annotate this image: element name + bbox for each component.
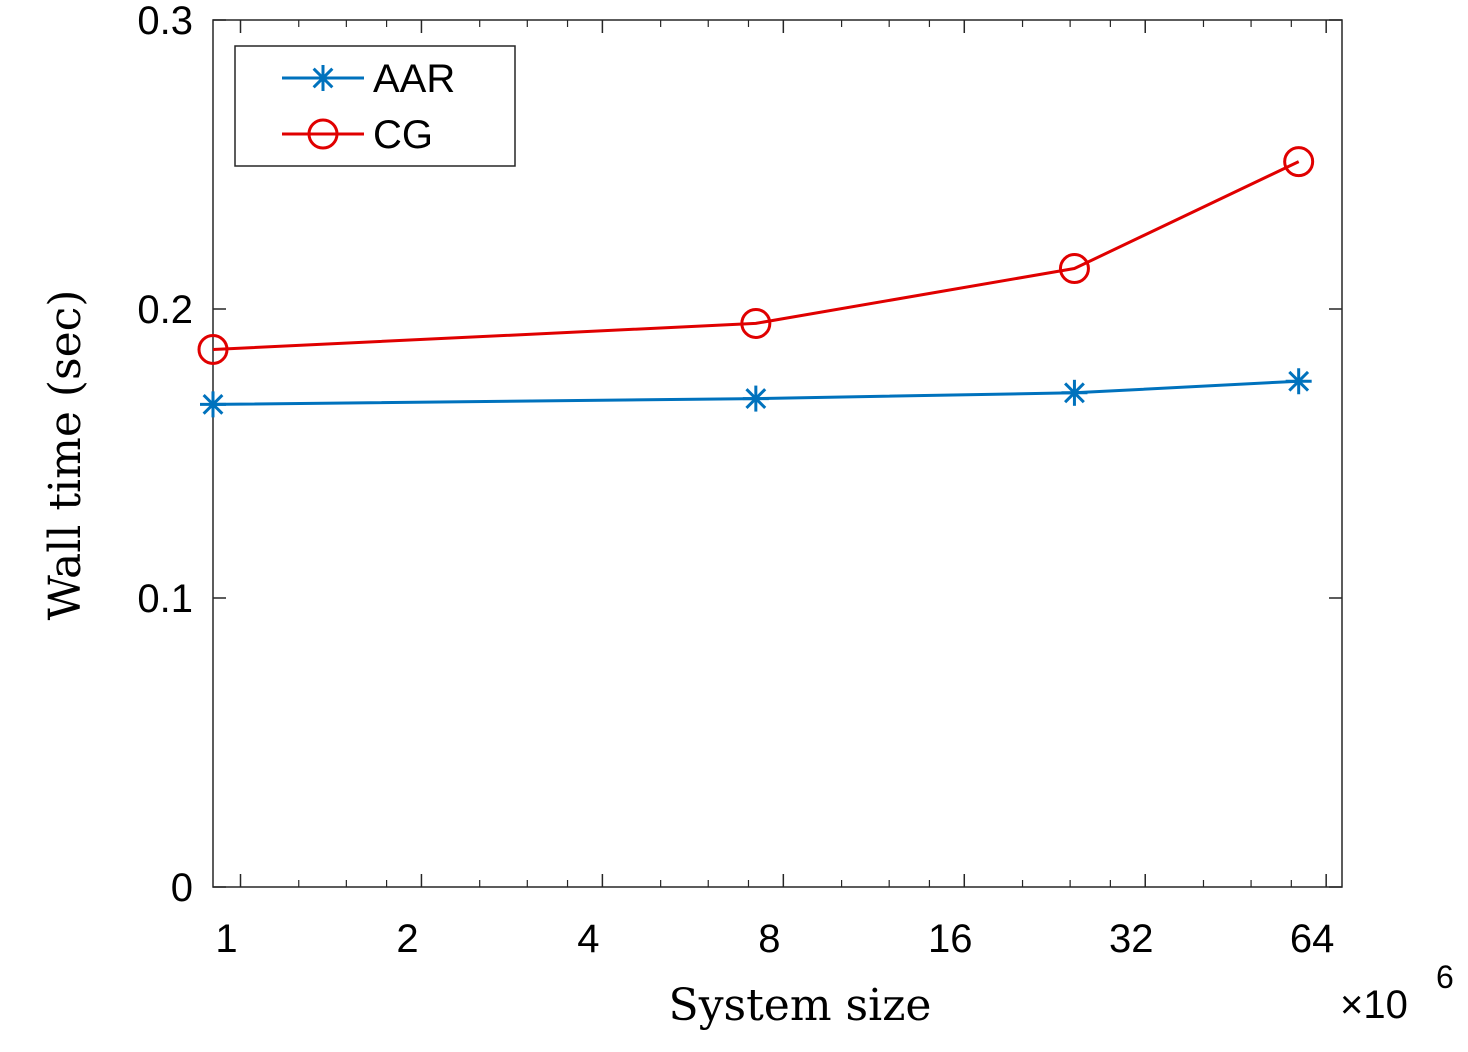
y-tick-label: 0.3 xyxy=(137,0,193,43)
data-point-aar xyxy=(1061,379,1088,406)
series-line-cg xyxy=(212,160,1300,351)
data-point-aar xyxy=(200,391,226,418)
data-point-cg xyxy=(197,333,229,365)
legend: AAR CG xyxy=(234,45,516,167)
data-point-aar xyxy=(742,385,769,412)
x-tick-labels: 1 2 4 8 16 32 64 xyxy=(215,917,1334,961)
minor-ticks xyxy=(298,20,1292,887)
x-tick-label: 1 xyxy=(215,917,237,961)
x-tick-label: 4 xyxy=(577,917,599,961)
data-point-aar xyxy=(1285,368,1312,395)
y-tick-label: 0.1 xyxy=(137,577,193,621)
legend-label-cg: CG xyxy=(373,113,433,157)
x-multiplier: ×10 6 xyxy=(1340,959,1454,1027)
data-point-cg xyxy=(1058,253,1090,285)
major-ticks xyxy=(213,19,1342,888)
legend-marker-aar xyxy=(310,65,336,91)
legend-label-aar: AAR xyxy=(373,57,455,101)
x-axis-title: System size xyxy=(669,980,932,1031)
x-tick-label: 2 xyxy=(396,917,418,961)
x-tick-label: 16 xyxy=(928,917,973,961)
y-axis-title: Wall time (sec) xyxy=(40,290,91,621)
y-tick-label: 0 xyxy=(171,866,193,910)
y-tick-label: 0.2 xyxy=(137,288,193,332)
data-point-cg xyxy=(740,307,772,339)
series-line-aar xyxy=(212,379,1299,406)
data-point-cg xyxy=(1283,146,1315,178)
x-tick-label: 32 xyxy=(1109,917,1154,961)
legend-box xyxy=(234,45,516,167)
x-multiplier-base: ×10 xyxy=(1340,983,1408,1027)
x-multiplier-exponent: 6 xyxy=(1436,959,1454,995)
x-tick-label: 8 xyxy=(758,917,780,961)
series-layer xyxy=(197,146,1315,418)
x-tick-label: 64 xyxy=(1290,917,1335,961)
y-tick-labels: 0 0.1 0.2 0.3 xyxy=(137,0,193,910)
legend-marker-cg xyxy=(307,118,339,150)
